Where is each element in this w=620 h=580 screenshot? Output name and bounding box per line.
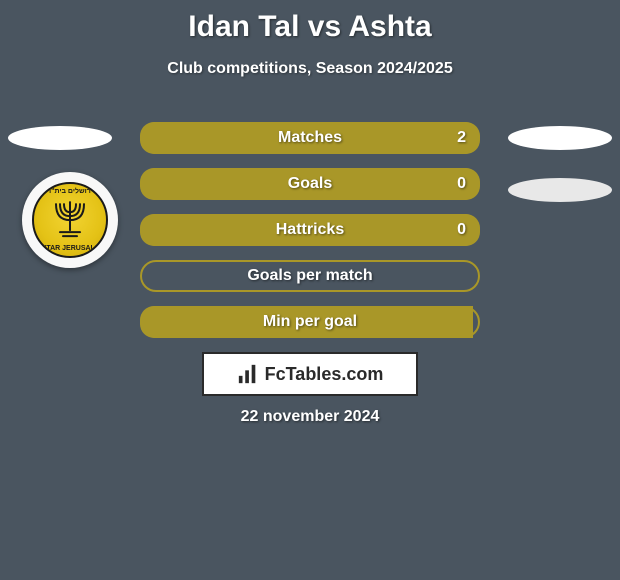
avatar-placeholder-right-1 [508,126,612,150]
badge-text-bottom: BEITAR JERUSALEM [34,245,106,252]
menorah-icon [49,198,91,240]
stat-bar-label: Goals [140,168,480,200]
stat-bar-row: Goals0 [140,168,480,200]
avatar-placeholder-right-2 [508,178,612,202]
stat-bar-label: Min per goal [140,306,480,338]
page-title: Idan Tal vs Ashta [0,0,620,44]
logo-text: FcTables.com [265,364,384,385]
stat-bar-value-right: 0 [457,214,466,246]
stat-bar-value-right: 2 [457,122,466,154]
fctables-logo: FcTables.com [202,352,418,396]
club-badge: ירושלים בית"ר BEITAR JERUSALEM [22,172,118,268]
badge-text-top: ירושלים בית"ר [34,188,106,195]
avatar-placeholder-left [8,126,112,150]
stat-bar-row: Goals per match [140,260,480,292]
subtitle: Club competitions, Season 2024/2025 [0,60,620,78]
stat-bar-row: Min per goal [140,306,480,338]
stat-bar-label: Goals per match [140,260,480,292]
stat-bars: Matches2Goals0Hattricks0Goals per matchM… [140,122,480,352]
stat-bar-row: Hattricks0 [140,214,480,246]
stat-bar-row: Matches2 [140,122,480,154]
date-text: 22 november 2024 [0,408,620,426]
stat-bar-label: Matches [140,122,480,154]
stat-bar-label: Hattricks [140,214,480,246]
club-badge-inner: ירושלים בית"ר BEITAR JERUSALEM [32,182,108,258]
bar-chart-icon [237,363,259,385]
stat-bar-value-right: 0 [457,168,466,200]
